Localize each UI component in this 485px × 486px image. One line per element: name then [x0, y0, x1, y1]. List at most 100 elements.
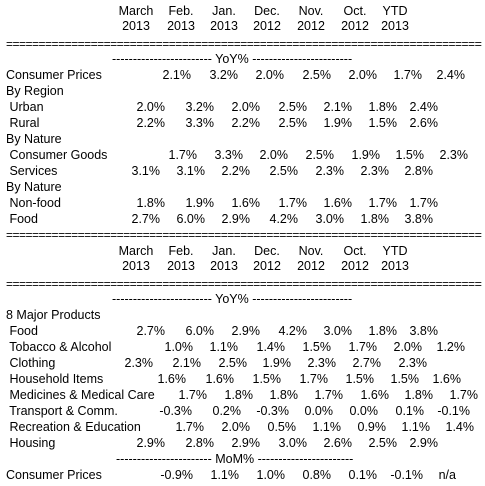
section-title: 8 Major Products — [6, 308, 101, 322]
row-value: 1.7% — [178, 388, 208, 402]
row-label: By Nature — [6, 180, 62, 194]
row-value: 1.6% — [432, 372, 462, 386]
row-value: 0.1% — [395, 404, 425, 418]
row-value: -0.3% — [256, 404, 289, 418]
row-value: 2.3% — [307, 356, 337, 370]
column-month-1: YTD — [382, 4, 408, 18]
column-month-1: March — [118, 4, 154, 18]
double-rule: ========================================… — [6, 277, 482, 291]
column-year-2: 2013 — [167, 259, 195, 273]
row-label: By Nature — [6, 132, 62, 146]
row-value: 1.8% — [404, 388, 434, 402]
row-value: 1.8% — [269, 388, 299, 402]
row-value: 2.2% — [231, 116, 261, 130]
row-value: 1.6% — [323, 196, 353, 210]
row-value: 1.7% — [175, 420, 205, 434]
row-value: 3.0% — [315, 212, 345, 226]
row-value: -0.3% — [159, 404, 192, 418]
row-value: 2.3% — [360, 164, 390, 178]
row-value: 2.5% — [278, 116, 308, 130]
row-value: 1.4% — [445, 420, 475, 434]
row-value: 1.0% — [164, 340, 194, 354]
row-value: 2.3% — [124, 356, 154, 370]
row-label: Household Items — [6, 372, 104, 386]
row-value: 3.1% — [131, 164, 161, 178]
row-value: 2.9% — [221, 212, 251, 226]
mom-row-value: 1.1% — [210, 468, 240, 482]
row-value: 1.6% — [360, 388, 390, 402]
row-value: 2.3% — [439, 148, 469, 162]
row-value: 3.3% — [214, 148, 244, 162]
mom-row-value: n/a — [438, 468, 456, 482]
row-value: 3.8% — [409, 324, 439, 338]
column-month-1: Jan. — [212, 4, 236, 18]
row-value: 1.7% — [348, 340, 378, 354]
row-label: Urban — [6, 100, 44, 114]
row-value: 3.0% — [278, 436, 308, 450]
row-value: 3.0% — [323, 324, 353, 338]
mom-row-value: 0.8% — [302, 468, 332, 482]
column-year-2: 2012 — [341, 259, 369, 273]
row-label: Consumer Prices — [6, 68, 102, 82]
mom-row-value: 0.1% — [348, 468, 378, 482]
row-value: 1.7% — [168, 148, 198, 162]
column-month-1: Feb. — [168, 4, 194, 18]
row-value: 2.5% — [218, 356, 248, 370]
row-label: Services — [6, 164, 58, 178]
row-value: 2.6% — [323, 436, 353, 450]
row-value: 1.4% — [256, 340, 286, 354]
mom-row-value: -0.9% — [160, 468, 193, 482]
row-value: 1.5% — [368, 116, 398, 130]
row-value: 6.0% — [185, 324, 215, 338]
row-value: 2.7% — [352, 356, 382, 370]
column-year-2: 2012 — [297, 259, 325, 273]
row-value: 2.2% — [221, 164, 251, 178]
row-value: 2.7% — [136, 324, 166, 338]
row-value: 3.3% — [185, 116, 215, 130]
column-month-1: Nov. — [298, 4, 324, 18]
row-value: 1.8% — [224, 388, 254, 402]
row-value: 1.5% — [302, 340, 332, 354]
row-value: 6.0% — [176, 212, 206, 226]
column-month-2: Dec. — [254, 244, 280, 258]
row-value: 0.0% — [304, 404, 334, 418]
row-value: 2.2% — [136, 116, 166, 130]
row-value: 1.7% — [449, 388, 479, 402]
yoy-heading: ------------------------ YoY% ----------… — [112, 52, 353, 66]
row-value: 2.5% — [305, 148, 335, 162]
row-value: 2.9% — [409, 436, 439, 450]
row-value: 2.0% — [259, 148, 289, 162]
mom-row-label: Consumer Prices — [6, 468, 102, 482]
column-year-1: 2012 — [341, 19, 369, 33]
row-value: 1.7% — [368, 196, 398, 210]
row-label: Transport & Comm. — [6, 404, 118, 418]
row-value: 2.6% — [409, 116, 439, 130]
row-value: 1.7% — [278, 196, 308, 210]
row-value: 3.1% — [176, 164, 206, 178]
row-value: 2.9% — [231, 436, 261, 450]
row-value: 2.5% — [278, 100, 308, 114]
column-month-2: Feb. — [168, 244, 194, 258]
row-value: 2.0% — [136, 100, 166, 114]
row-value: 2.9% — [231, 324, 261, 338]
column-month-2: YTD — [382, 244, 408, 258]
column-year-1: 2013 — [122, 19, 150, 33]
row-label: Medicines & Medical Care — [6, 388, 155, 402]
column-year-1: 2013 — [210, 19, 238, 33]
row-value: 2.5% — [302, 68, 332, 82]
row-value: 1.5% — [252, 372, 282, 386]
row-value: 1.2% — [436, 340, 466, 354]
row-value: 1.5% — [395, 148, 425, 162]
row-value: 1.5% — [345, 372, 375, 386]
mom-row-value: -0.1% — [390, 468, 423, 482]
column-year-1: 2012 — [253, 19, 281, 33]
row-label: Consumer Goods — [6, 148, 108, 162]
row-label: Clothing — [6, 356, 56, 370]
row-value: 1.9% — [262, 356, 292, 370]
row-label: Recreation & Education — [6, 420, 141, 434]
row-label: Non-food — [6, 196, 61, 210]
mom-heading: ----------------------- MoM% -----------… — [116, 452, 354, 466]
row-value: 2.3% — [398, 356, 428, 370]
row-label: Rural — [6, 116, 40, 130]
